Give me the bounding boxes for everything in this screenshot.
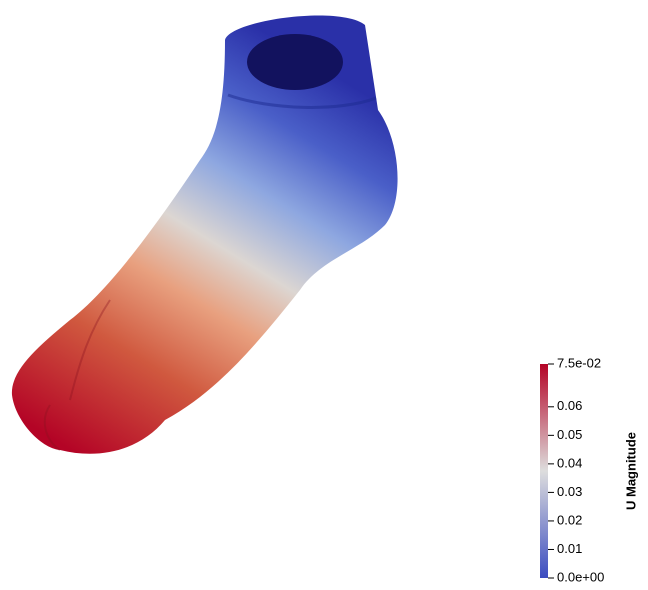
colorbar-tick-label: 0.02 [557, 512, 582, 527]
page: U Magnitude 0.0e+00 0.01 0.02 0.03 0.04 0.05 0… [0, 0, 648, 590]
colorbar-tick-label: 0.0e+00 [557, 569, 604, 584]
foot-model [12, 16, 398, 454]
colorbar-tick-label: 0.03 [557, 484, 582, 499]
colorbar-tick-label: 7.5e-02 [557, 355, 601, 370]
foot-surface [12, 16, 398, 454]
ankle-opening [247, 34, 343, 90]
colorbar-gradient [540, 364, 548, 578]
render-view: U Magnitude 0.0e+00 0.01 0.02 0.03 0.04 0.05 0… [0, 0, 648, 590]
colorbar-tick-label: 0.06 [557, 398, 582, 413]
colorbar-tick-label: 0.04 [557, 455, 582, 470]
colorbar-title: U Magnitude [623, 432, 638, 510]
colorbar: U Magnitude 0.0e+00 0.01 0.02 0.03 0.04 0.05 0… [540, 355, 638, 584]
colorbar-tick-label: 0.05 [557, 427, 582, 442]
colorbar-tick-label: 0.01 [557, 541, 582, 556]
